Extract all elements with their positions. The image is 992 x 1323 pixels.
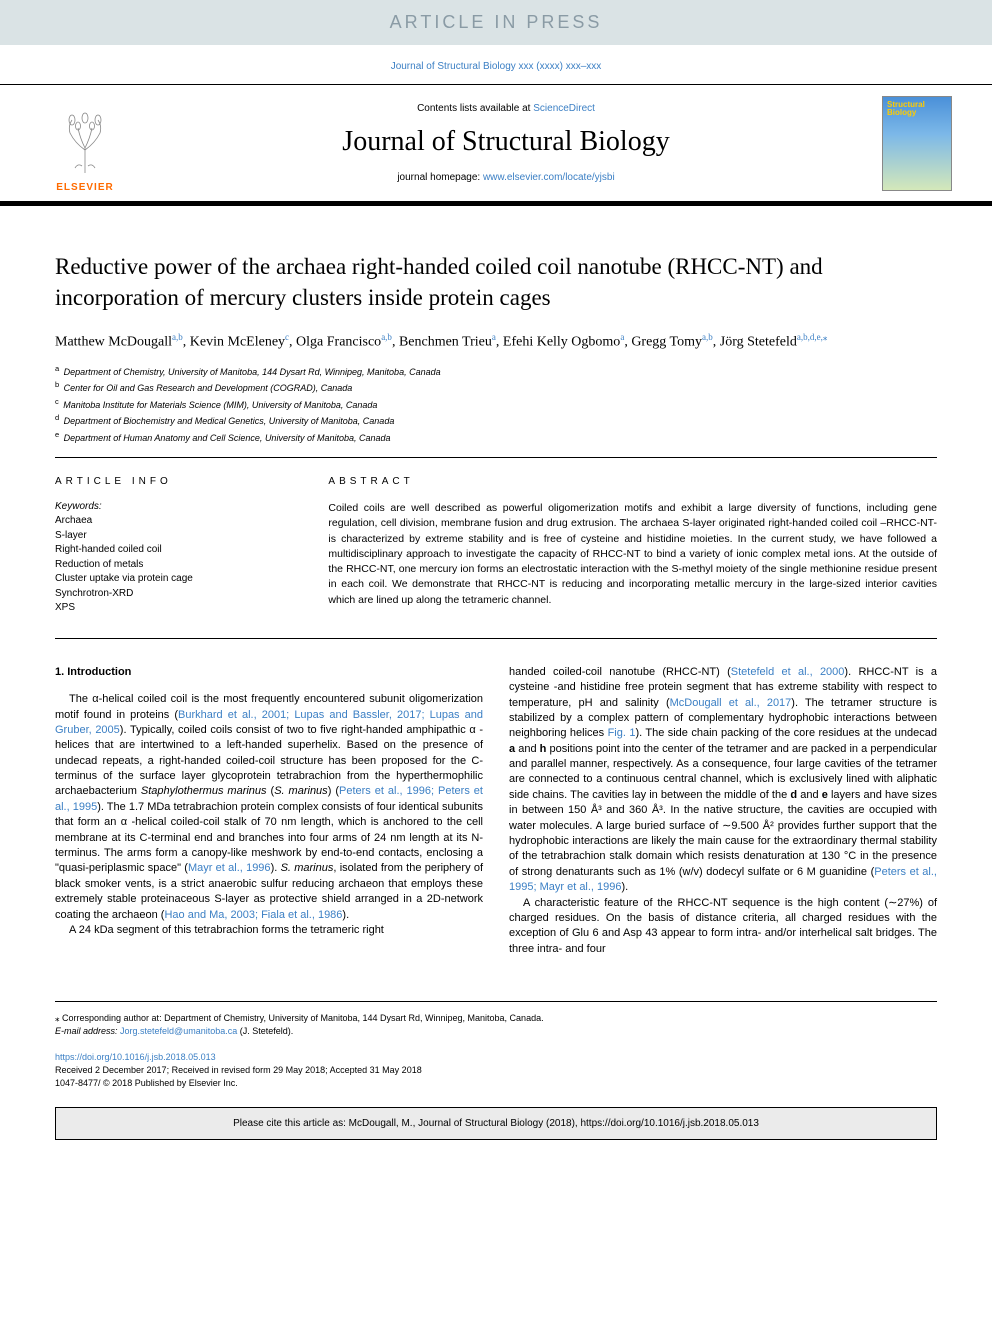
body-left-column: 1. Introduction The α-helical coiled coi… xyxy=(55,665,483,957)
copyright-line: 1047-8477/ © 2018 Published by Elsevier … xyxy=(55,1077,937,1090)
homepage-link[interactable]: www.elsevier.com/locate/yjsbi xyxy=(483,172,615,183)
article-in-press-banner: ARTICLE IN PRESS xyxy=(0,0,992,45)
email-label: E-mail address: xyxy=(55,1026,120,1036)
abstract-column: ABSTRACT Coiled coils are well described… xyxy=(328,476,937,616)
journal-reference-line: Journal of Structural Biology xxx (xxxx)… xyxy=(0,45,992,84)
intro-heading: 1. Introduction xyxy=(55,665,483,680)
body-columns: 1. Introduction The α-helical coiled coi… xyxy=(55,665,937,957)
body-paragraph: A 24 kDa segment of this tetrabrachion f… xyxy=(55,923,483,938)
keywords-list: ArchaeaS-layerRight-handed coiled coilRe… xyxy=(55,514,304,616)
elsevier-tree-icon xyxy=(50,108,120,178)
body-paragraph: handed coiled-coil nanotube (RHCC-NT) (S… xyxy=(509,665,937,896)
keyword-item: Archaea xyxy=(55,514,304,529)
keyword-item: Cluster uptake via protein cage xyxy=(55,572,304,587)
email-link[interactable]: Jorg.stetefeld@umanitoba.ca xyxy=(120,1026,237,1036)
body-paragraph: The α-helical coiled coil is the most fr… xyxy=(55,692,483,923)
abstract-text: Coiled coils are well described as power… xyxy=(328,501,937,608)
contents-prefix: Contents lists available at xyxy=(417,103,533,114)
contents-line: Contents lists available at ScienceDirec… xyxy=(130,103,882,114)
body-right-column: handed coiled-coil nanotube (RHCC-NT) (S… xyxy=(509,665,937,957)
corr-text: Department of Chemistry, University of M… xyxy=(164,1013,544,1023)
abstract-heading: ABSTRACT xyxy=(328,476,937,487)
keyword-item: Right-handed coiled coil xyxy=(55,543,304,558)
homepage-line: journal homepage: www.elsevier.com/locat… xyxy=(130,172,882,183)
elsevier-logo: ELSEVIER xyxy=(40,93,130,193)
keywords-label: Keywords: xyxy=(55,501,304,512)
affiliation-item: b Center for Oil and Gas Research and De… xyxy=(55,379,937,396)
affiliation-item: c Manitoba Institute for Materials Scien… xyxy=(55,396,937,413)
keyword-item: Reduction of metals xyxy=(55,558,304,573)
affiliation-item: d Department of Biochemistry and Medical… xyxy=(55,412,937,429)
citation-box: Please cite this article as: McDougall, … xyxy=(55,1107,937,1140)
elsevier-wordmark: ELSEVIER xyxy=(56,182,113,193)
header-center: Contents lists available at ScienceDirec… xyxy=(130,103,882,183)
corr-prefix: ⁎ Corresponding author at: xyxy=(55,1013,164,1023)
corresponding-author-footer: ⁎ Corresponding author at: Department of… xyxy=(55,1001,937,1037)
cite-text: Please cite this article as: McDougall, … xyxy=(233,1118,759,1129)
corr-author-line: ⁎ Corresponding author at: Department of… xyxy=(55,1012,937,1025)
authors-list: Matthew McDougalla,b, Kevin McEleneyc, O… xyxy=(55,331,937,353)
journal-cover-thumbnail: Structural Biology xyxy=(882,96,952,191)
email-line: E-mail address: Jorg.stetefeld@umanitoba… xyxy=(55,1025,937,1038)
article-info-heading: ARTICLE INFO xyxy=(55,476,304,487)
keyword-item: S-layer xyxy=(55,529,304,544)
journal-header: ELSEVIER Contents lists available at Sci… xyxy=(0,84,992,206)
affiliations-list: a Department of Chemistry, University of… xyxy=(55,363,937,446)
homepage-prefix: journal homepage: xyxy=(397,172,483,183)
email-suffix: (J. Stetefeld). xyxy=(237,1026,293,1036)
journal-title: Journal of Structural Biology xyxy=(130,126,882,158)
keyword-item: XPS xyxy=(55,601,304,616)
info-abstract-section: ARTICLE INFO Keywords: ArchaeaS-layerRig… xyxy=(55,457,937,639)
cover-title: Structural Biology xyxy=(887,101,947,119)
received-line: Received 2 December 2017; Received in re… xyxy=(55,1064,937,1077)
journal-ref-text: Journal of Structural Biology xxx (xxxx)… xyxy=(391,61,602,72)
doi-link[interactable]: https://doi.org/10.1016/j.jsb.2018.05.01… xyxy=(55,1052,216,1062)
article-info-column: ARTICLE INFO Keywords: ArchaeaS-layerRig… xyxy=(55,476,328,616)
affiliation-item: e Department of Human Anatomy and Cell S… xyxy=(55,429,937,446)
affiliation-item: a Department of Chemistry, University of… xyxy=(55,363,937,380)
banner-text: ARTICLE IN PRESS xyxy=(390,12,603,32)
keyword-item: Synchrotron-XRD xyxy=(55,587,304,602)
main-content: Reductive power of the archaea right-han… xyxy=(0,206,992,977)
sciencedirect-link[interactable]: ScienceDirect xyxy=(533,103,595,114)
body-paragraph: A characteristic feature of the RHCC-NT … xyxy=(509,896,937,958)
doi-block: https://doi.org/10.1016/j.jsb.2018.05.01… xyxy=(55,1051,937,1089)
article-title: Reductive power of the archaea right-han… xyxy=(55,251,937,313)
